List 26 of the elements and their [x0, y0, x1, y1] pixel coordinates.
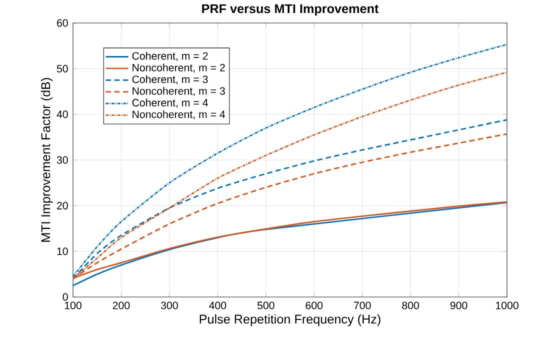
- x-tick-label: 600: [306, 302, 323, 310]
- x-tick-label: 400: [209, 302, 226, 310]
- x-tick-label: 200: [112, 302, 130, 310]
- y-axis-title: MTI Improvement Factor (dB): [40, 78, 53, 242]
- x-axis-title: Pulse Repetition Frequency (Hz): [200, 314, 380, 326]
- legend-label: Noncoherent, m = 4: [132, 110, 226, 120]
- legend-label: Coherent, m = 3: [132, 75, 208, 84]
- y-tick-label: 60: [57, 19, 68, 27]
- x-tick-label: 100: [64, 302, 82, 310]
- x-tick-label: 700: [354, 302, 371, 310]
- x-tick-label: 900: [450, 302, 468, 310]
- x-tick-label: 800: [402, 302, 420, 310]
- legend-label: Coherent, m = 4: [132, 98, 208, 108]
- y-tick-label: 50: [56, 64, 68, 72]
- legend-label: Noncoherent, m = 2: [132, 64, 225, 73]
- legend-label: Coherent, m = 2: [132, 52, 208, 61]
- legend-label: Noncoherent, m = 3: [132, 86, 225, 96]
- y-tick-label: 40: [56, 110, 68, 118]
- x-tick-label: 300: [160, 302, 178, 310]
- x-tick-label: 500: [257, 302, 274, 310]
- chart-title: PRF versus MTI Improvement: [202, 4, 379, 16]
- y-tick-label: 0: [62, 293, 68, 301]
- y-tick-label: 20: [57, 202, 68, 210]
- x-tick-label: 1000: [496, 302, 518, 310]
- y-tick-label: 30: [56, 156, 68, 164]
- y-tick-label: 10: [57, 248, 68, 256]
